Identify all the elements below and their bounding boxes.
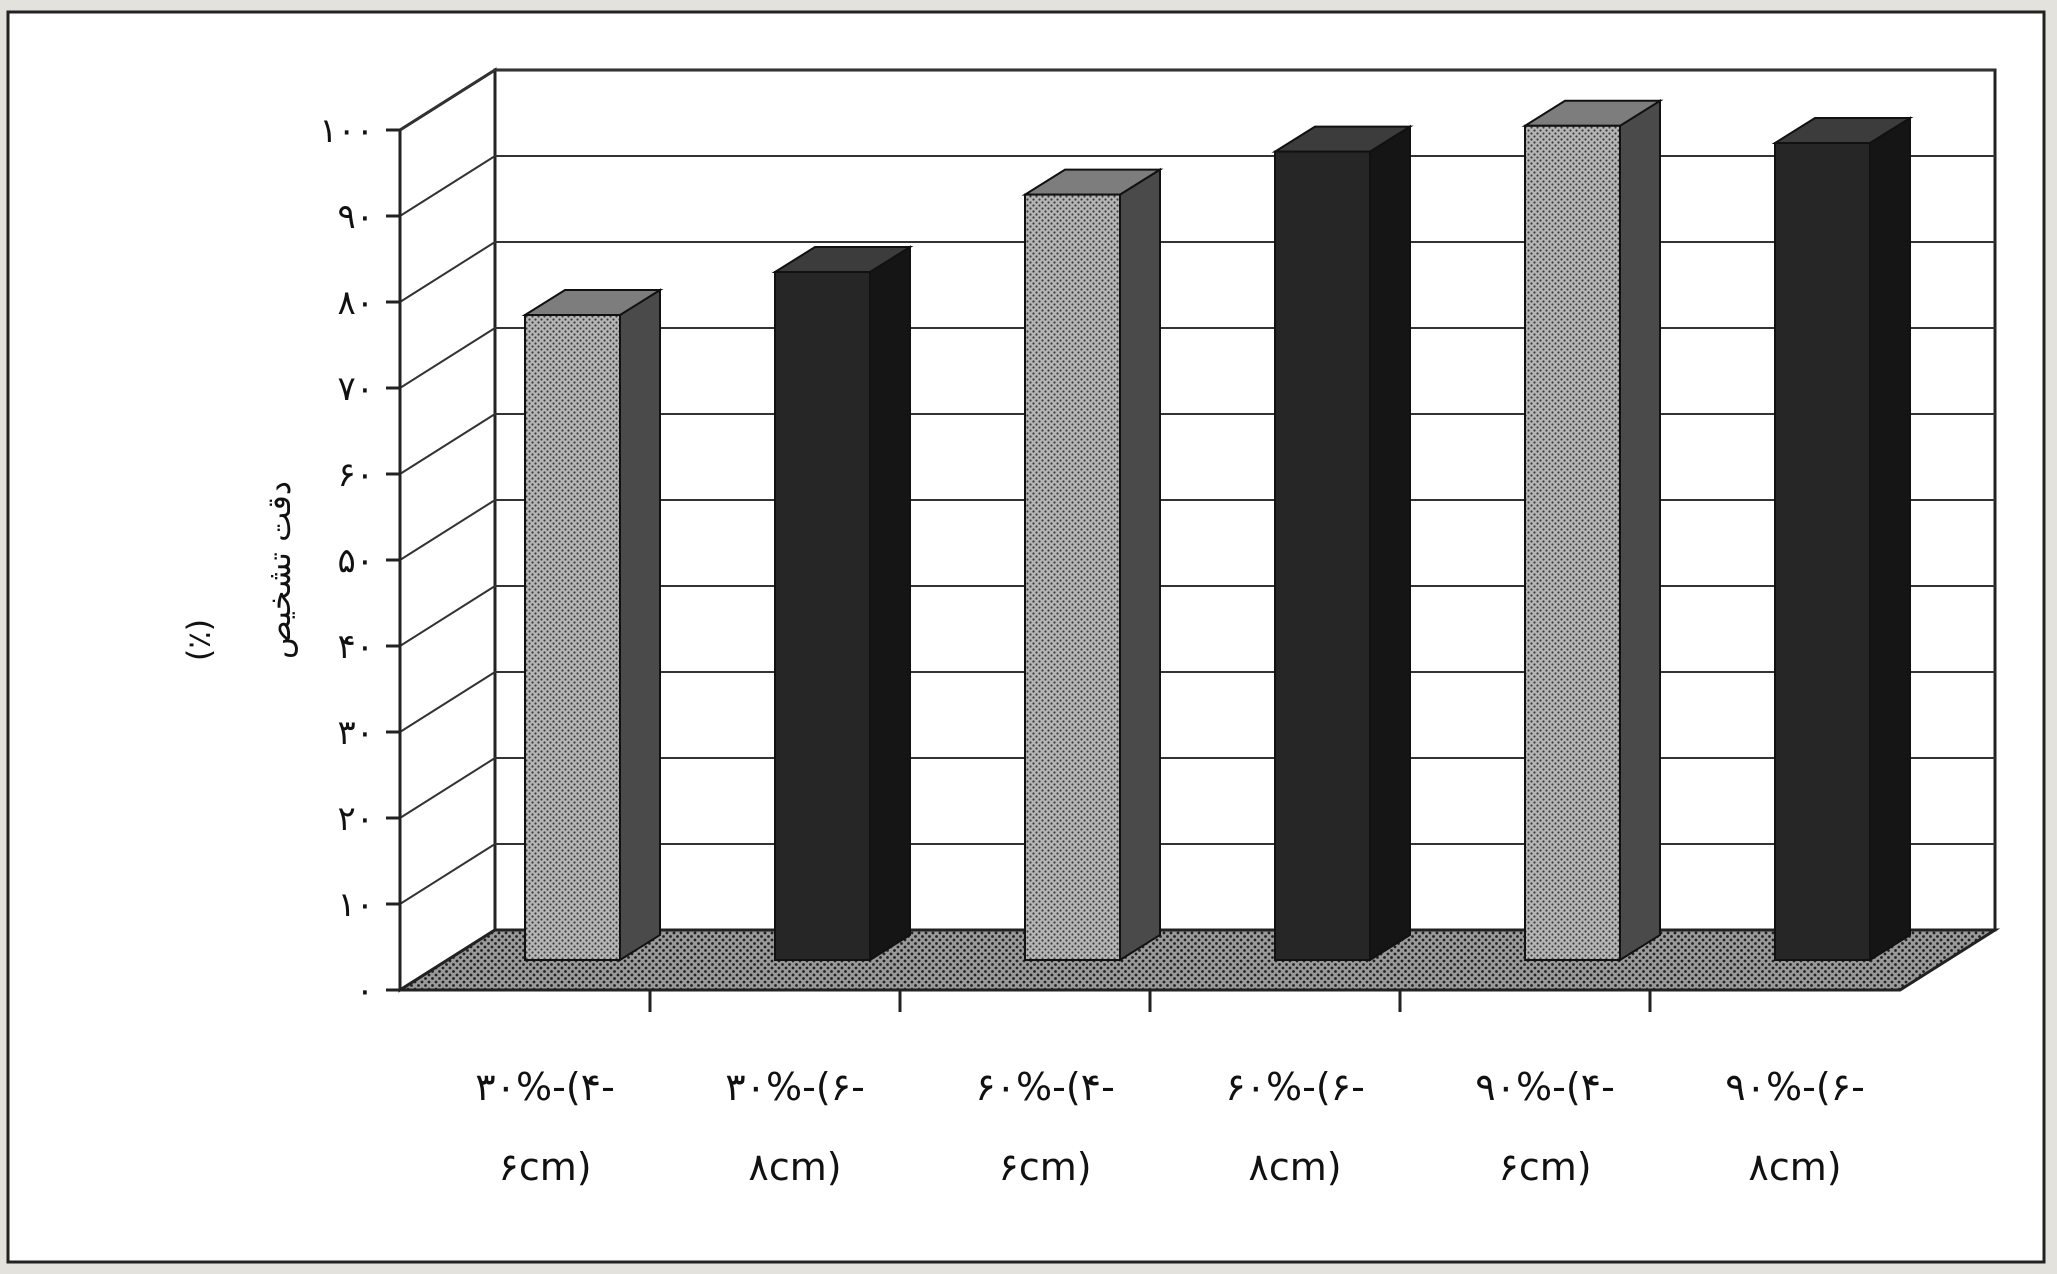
y-tick-label-10: ۱۰۰ <box>319 111 374 151</box>
bar-3 <box>1274 150 1371 962</box>
y-tick-label-1: ۱۰ <box>337 885 374 925</box>
bar-side-0 <box>619 288 661 962</box>
bar-side-5 <box>1869 116 1911 962</box>
gridline-side-2 <box>399 757 496 819</box>
x-tick-label-1-line2: ۸cm) <box>748 1145 841 1189</box>
x-tick-label-2-line2: ۶cm) <box>998 1145 1091 1189</box>
y-tick-label-3: ۳۰ <box>337 713 374 753</box>
x-tick-label-5-line1: ۹۰%-(۶- <box>1725 1065 1865 1109</box>
bar-side-1 <box>869 245 911 962</box>
gridline-side-5 <box>399 499 496 561</box>
gridline-side-1 <box>399 843 496 905</box>
y-tick-label-9: ۹۰ <box>337 197 374 237</box>
gridline-side-4 <box>399 585 496 647</box>
y-axis-unit: (٪) <box>180 619 218 661</box>
bar-side-2 <box>1119 167 1161 962</box>
gridline-side-7 <box>399 327 496 389</box>
gridline-side-9 <box>399 155 496 217</box>
x-tick-label-1-line1: ۳۰%-(۶- <box>725 1065 865 1109</box>
x-tick-label-0-line1: ۳۰%-(۴- <box>475 1065 615 1109</box>
plot-area: ۰ ۱۰ ۲۰ ۳۰ ۴۰ ۵۰ ۶۰ ۷۰ ۸۰ ۹۰ ۱۰۰ ۳۰%-(۴- ۶cm) ۳۰%-(۶-… <box>319 67 2001 1189</box>
y-tick-label-5: ۵۰ <box>337 541 374 581</box>
bar-0 <box>524 314 621 961</box>
y-tick-label-4: ۴۰ <box>337 627 374 667</box>
x-tick-label-4-line2: ۶cm) <box>1498 1145 1591 1189</box>
x-tick-label-3-line1: ۶۰%-(۶- <box>1225 1065 1365 1109</box>
x-tick-label-0-line2: ۶cm) <box>498 1145 591 1189</box>
y-axis-label: دقت تشخیص <box>260 481 298 659</box>
y-tick-label-2: ۲۰ <box>337 799 374 839</box>
bar-5 <box>1774 142 1871 961</box>
bar-side-4 <box>1619 98 1661 962</box>
gridline-side-3 <box>399 671 496 733</box>
bar-2 <box>1024 193 1121 962</box>
y-tick-label-8: ۸۰ <box>337 283 374 323</box>
y-tick-label-7: ۷۰ <box>337 369 374 409</box>
x-tick-label-3-line2: ۸cm) <box>1248 1145 1341 1189</box>
x-tick-label-5-line2: ۸cm) <box>1748 1145 1841 1189</box>
bar-side-3 <box>1369 124 1411 962</box>
gridline-side-8 <box>399 241 496 303</box>
x-tick-label-2-line1: ۶۰%-(۴- <box>975 1065 1115 1109</box>
bar-4 <box>1524 124 1621 962</box>
x-tick-label-4-line1: ۹۰%-(۴- <box>1475 1065 1615 1109</box>
bar-1 <box>774 271 871 961</box>
y-tick-label-6: ۶۰ <box>337 455 374 495</box>
gridline-side-10 <box>399 69 496 131</box>
gridline-side-6 <box>399 413 496 475</box>
y-tick-label-0: ۰ <box>356 971 374 1011</box>
